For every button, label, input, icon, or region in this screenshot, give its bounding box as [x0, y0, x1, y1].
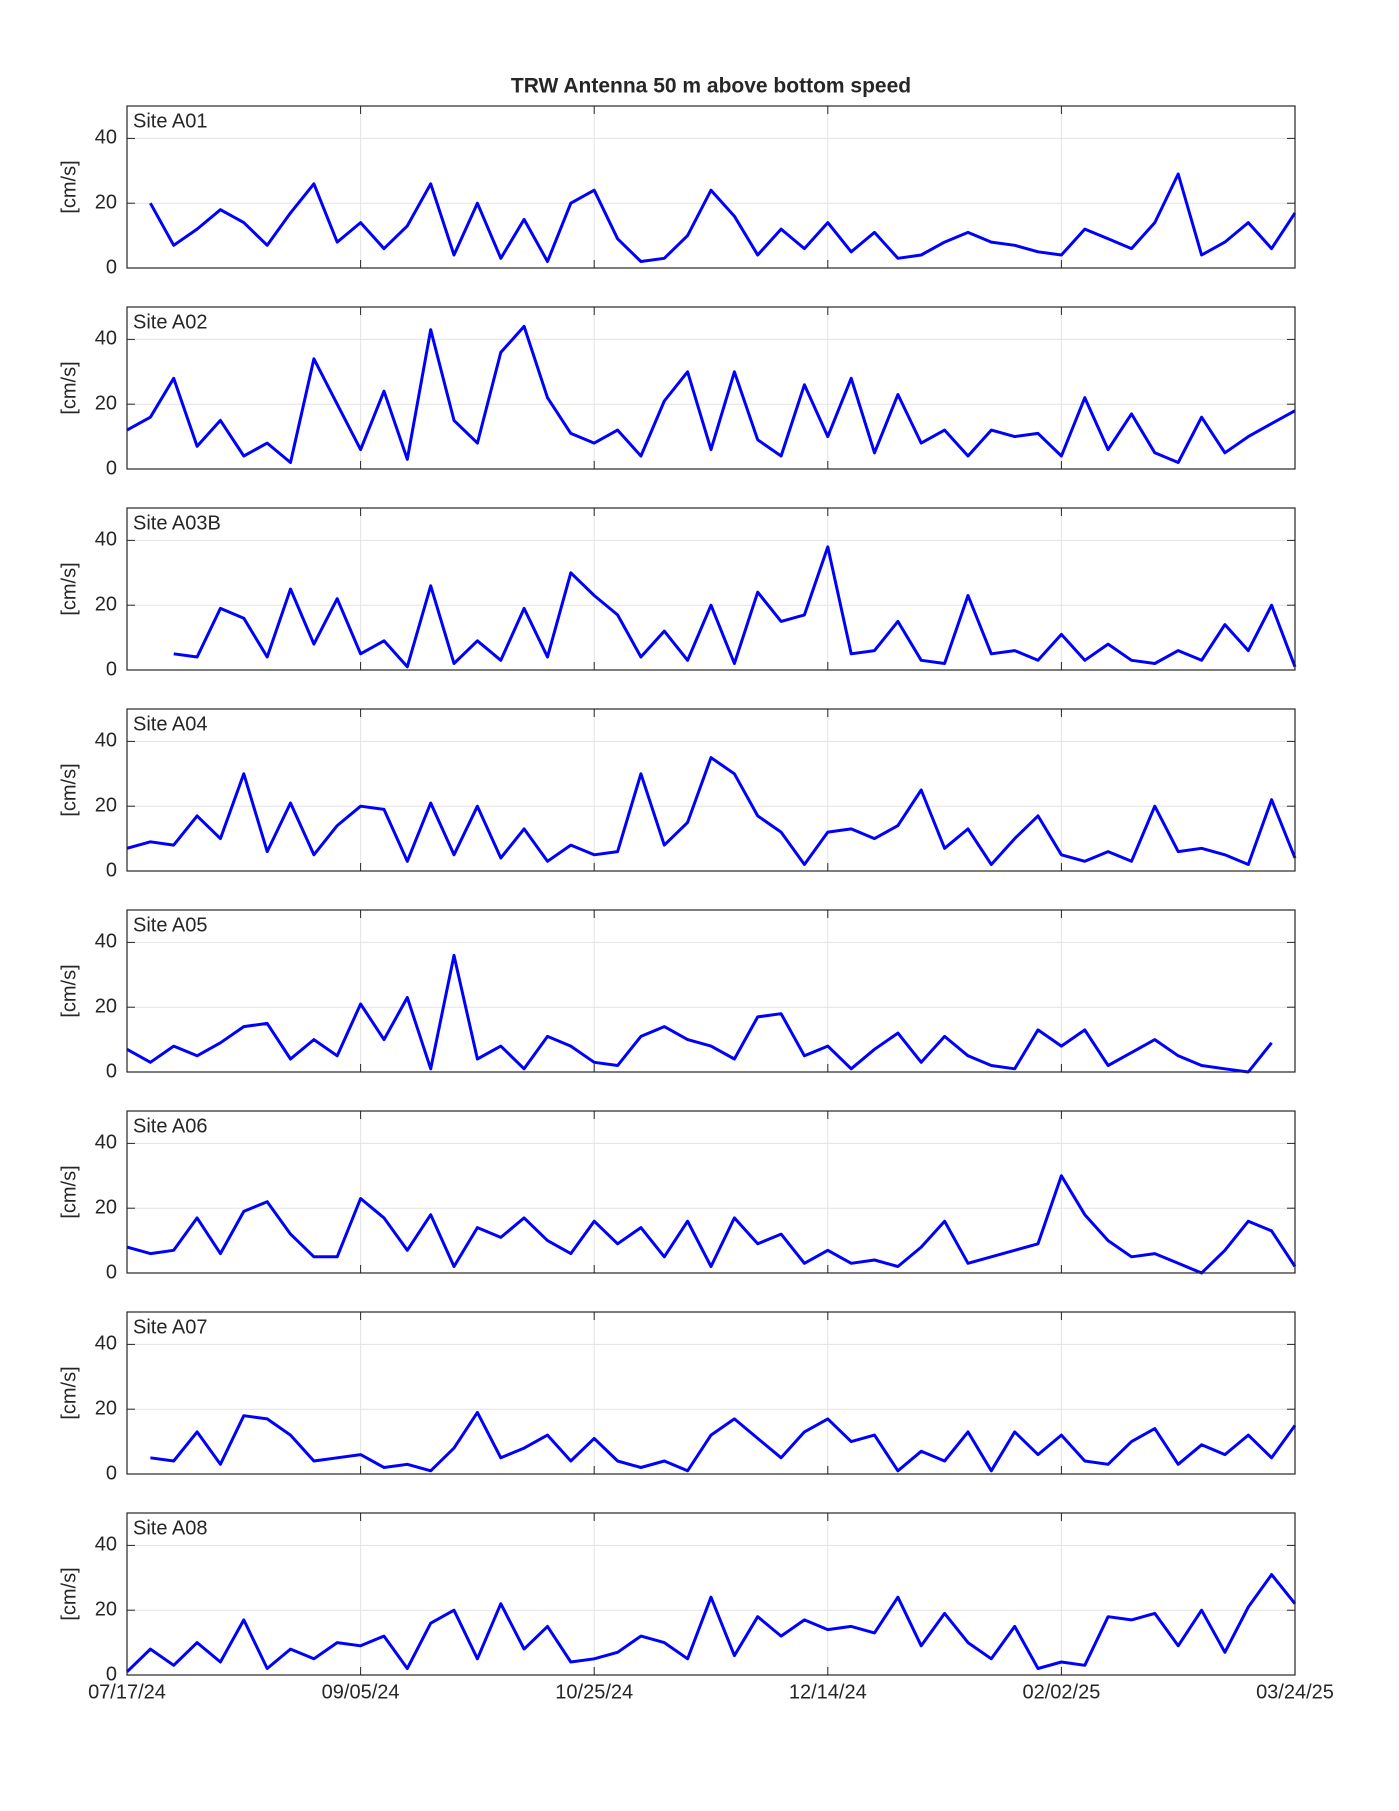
x-tick-label: 02/02/25	[1022, 1681, 1100, 1703]
x-tick-label: 12/14/24	[789, 1681, 867, 1703]
site-label: Site A05	[133, 914, 208, 936]
y-tick-label: 20	[95, 191, 117, 213]
y-tick-label: 0	[106, 1261, 117, 1283]
series-line	[173, 545, 1297, 669]
y-tick-label: 0	[106, 256, 117, 278]
series-line	[126, 324, 1296, 464]
y-tick-label: 0	[106, 457, 117, 479]
site-label: Site A03B	[133, 512, 221, 534]
y-tick-label: 40	[95, 931, 117, 953]
y-tick-label: 40	[95, 1333, 117, 1355]
plot-frame	[126, 708, 1296, 872]
chart-title: TRW Antenna 50 m above bottom speed	[511, 75, 911, 98]
y-tick-label: 0	[106, 859, 117, 881]
series-line	[126, 953, 1273, 1074]
y-axis-label: [cm/s]	[58, 361, 80, 414]
y-tick-label: 0	[106, 1060, 117, 1082]
y-axis-label: [cm/s]	[58, 1366, 80, 1419]
site-label: Site A01	[133, 110, 208, 132]
y-tick-label: 20	[95, 995, 117, 1017]
series-line	[150, 1410, 1297, 1473]
plot-frame	[126, 306, 1296, 470]
x-tick-label: 09/05/24	[322, 1681, 400, 1703]
y-tick-label: 40	[95, 1132, 117, 1154]
series-line	[149, 172, 1297, 263]
y-tick-label: 20	[95, 1196, 117, 1218]
series-line	[125, 1573, 1297, 1673]
y-tick-label: 20	[95, 392, 117, 414]
y-tick-label: 20	[95, 794, 117, 816]
y-axis-label: [cm/s]	[58, 763, 80, 816]
y-tick-label: 20	[95, 1397, 117, 1419]
x-tick-label: 10/25/24	[555, 1681, 633, 1703]
y-axis-label: [cm/s]	[58, 1165, 80, 1218]
series-line	[126, 1174, 1297, 1275]
y-tick-label: 40	[95, 127, 117, 149]
plot-frame	[126, 1512, 1296, 1676]
y-tick-label: 0	[106, 1462, 117, 1484]
y-axis-label: [cm/s]	[58, 964, 80, 1017]
plot-frame	[126, 1110, 1296, 1274]
plot-frame	[126, 507, 1296, 671]
y-tick-label: 20	[95, 1598, 117, 1620]
y-tick-label: 40	[95, 730, 117, 752]
plot-frame	[126, 909, 1296, 1073]
series-line	[126, 756, 1297, 866]
x-tick-label: 03/24/25	[1256, 1681, 1334, 1703]
y-tick-label: 0	[106, 1663, 117, 1685]
y-axis-label: [cm/s]	[58, 1567, 80, 1620]
y-tick-label: 40	[95, 529, 117, 551]
y-tick-label: 40	[95, 1534, 117, 1556]
site-label: Site A04	[133, 713, 208, 735]
x-tick-label: 07/17/24	[88, 1681, 166, 1703]
y-axis-label: [cm/s]	[58, 562, 80, 615]
plot-frame	[126, 1311, 1296, 1475]
plot-frame	[126, 105, 1296, 269]
site-label: Site A06	[133, 1115, 208, 1137]
y-axis-label: [cm/s]	[58, 160, 80, 213]
site-label: Site A02	[133, 311, 208, 333]
y-tick-label: 20	[95, 593, 117, 615]
site-label: Site A07	[133, 1316, 208, 1338]
site-label: Site A08	[133, 1517, 208, 1539]
y-tick-label: 40	[95, 328, 117, 350]
y-tick-label: 0	[106, 658, 117, 680]
